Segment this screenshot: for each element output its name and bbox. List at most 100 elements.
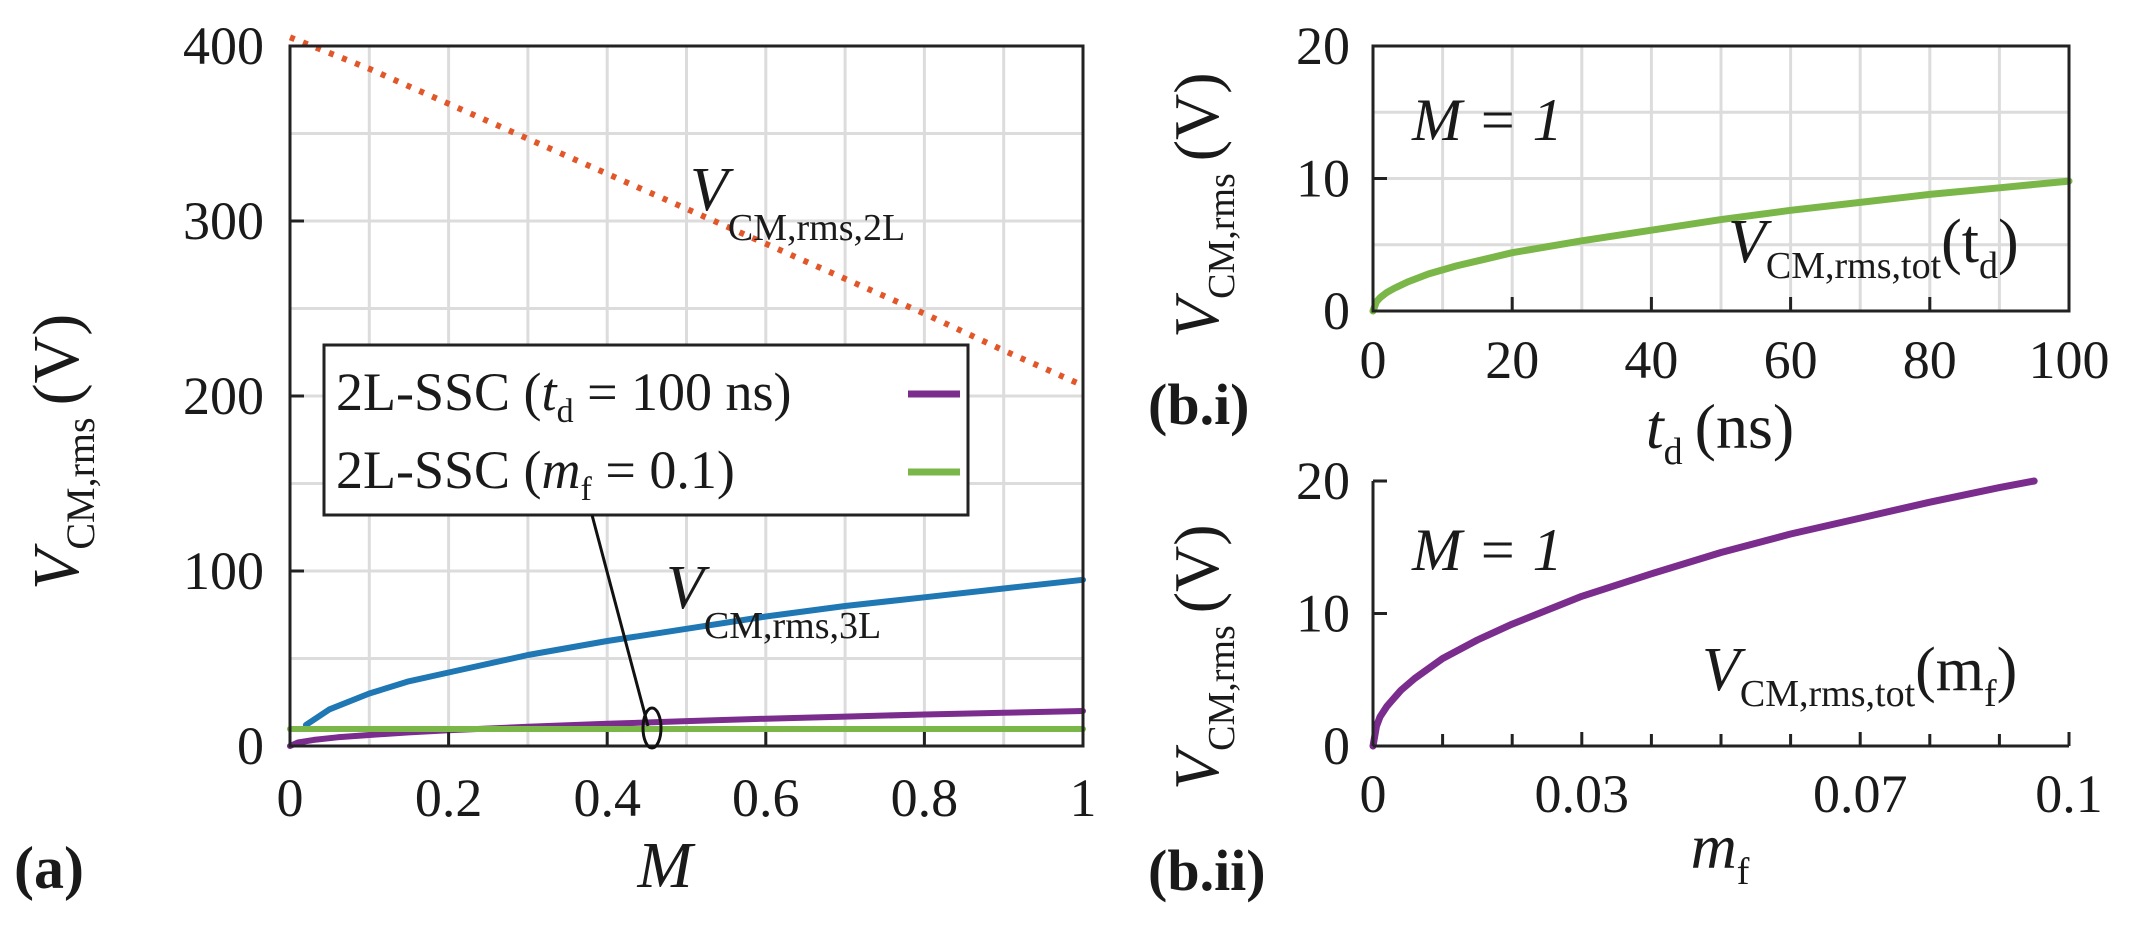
ytick-label-a-4: 400 (183, 16, 264, 76)
ytick-label-b.i-1: 10 (1296, 149, 1350, 209)
legend-a: 2L-SSC (td = 100 ns) 2L-SSC (mf = 0.1) (322, 343, 970, 750)
curve-label-b-ii-arg: m (1936, 636, 1984, 704)
xtick-label-a-3: 0.6 (732, 768, 800, 828)
curve-label-b-i-sub: CM,rms,tot (1766, 245, 1942, 287)
legend-pointer-line (590, 514, 650, 727)
xtick-label-b.ii-1: 0.03 (1535, 764, 1630, 824)
annotation-m-b-ii: M = 1 (1411, 517, 1562, 583)
annotation-2l: VCM,rms,2L (690, 156, 905, 249)
legend-1-prefix: 2L-SSC ( (336, 362, 542, 422)
xtick-label-b.i-0: 0 (1360, 330, 1387, 390)
ytick-label-a-1: 100 (183, 541, 264, 601)
curve-label-b-ii-close: ) (1997, 636, 2018, 704)
annotation-2l-sub: CM,rms,2L (728, 207, 905, 249)
ytick-label-a-2: 200 (183, 366, 264, 426)
ylabel-a-sub: CM,rms (58, 417, 103, 549)
xtick-label-b.i-3: 60 (1764, 330, 1818, 390)
xlabel-b-ii-base: m (1691, 811, 1737, 882)
series-line-b.ii-0 (1369, 477, 2038, 750)
ylabel-b-i-unit: (V) (1161, 72, 1232, 161)
ytick-label-b.ii-0: 0 (1323, 716, 1350, 776)
curve-label-b-i-arg-sub: d (1979, 245, 1998, 287)
x-ticks-b-ii: 0 0.03 0.07 0.1 (1360, 732, 2103, 824)
legend-pointer-ellipse (641, 706, 663, 750)
annotation-2l-base: V (690, 156, 734, 224)
legend-2-prefix: 2L-SSC ( (336, 440, 542, 500)
curve-label-b-ii-base: V (1702, 636, 1746, 704)
ylabel-b-ii: VCM,rms (V) (1161, 524, 1243, 790)
curve-label-b-ii: VCM,rms,tot(mf) (1702, 636, 2017, 715)
panel-label-b-i: (b.i) (1148, 372, 1250, 437)
xtick-label-b.ii-3: 0.1 (2035, 764, 2103, 824)
annotation-3l: VCM,rms,3L (666, 554, 881, 647)
xtick-label-a-1: 0.2 (415, 768, 483, 828)
xlabel-b-i: td (ns) (1646, 391, 1794, 473)
annotation-m-b-ii-text: M = 1 (1411, 517, 1562, 583)
annotation-3l-sub: CM,rms,3L (704, 605, 881, 647)
ylabel-b-ii-base: V (1161, 744, 1232, 790)
curve-label-b-ii-open: ( (1915, 636, 1936, 704)
panel-label-a: (a) (14, 835, 84, 901)
y-ticks-b-i: 0 10 20 (1296, 16, 1387, 341)
series-line-b.i-0 (1369, 177, 2073, 315)
curve-label-b-i-base: V (1728, 208, 1772, 276)
ylabel-a-base: V (20, 543, 93, 590)
y-ticks-a: 0 100 200 300 400 (183, 16, 304, 776)
xlabel-b-i-base: t (1646, 391, 1666, 462)
series-line-a-1 (302, 576, 1086, 728)
annotation-m-b-i: M = 1 (1411, 87, 1562, 153)
annotation-m-b-i-text: M = 1 (1411, 87, 1562, 153)
xtick-label-b.i-4: 80 (1903, 330, 1957, 390)
series-line-a-0 (288, 34, 1085, 389)
ylabel-a: VCM,rms (V) (20, 314, 103, 590)
curve-label-b-ii-arg-sub: f (1984, 673, 1997, 715)
ylabel-b-i-base: V (1161, 292, 1232, 338)
panel-label-b-ii: (b.ii) (1148, 838, 1266, 903)
xlabel-a: M (637, 829, 697, 902)
annotation-3l-base: V (666, 554, 710, 622)
ytick-label-b.i-2: 20 (1296, 16, 1350, 76)
series-b-i (1369, 177, 2073, 315)
xlabel-b-i-unit: (ns) (1695, 391, 1795, 462)
xtick-label-b.i-5: 100 (2029, 330, 2110, 390)
xtick-label-b.ii-2: 0.07 (1813, 764, 1908, 824)
ytick-label-b.ii-2: 20 (1296, 451, 1350, 511)
curve-label-b-i-close: ) (1998, 208, 2019, 276)
ytick-label-b.ii-1: 10 (1296, 584, 1350, 644)
x-ticks-a: 0 0.2 0.4 0.6 0.8 1 (277, 732, 1097, 828)
y-ticks-b-ii: 0 10 20 (1296, 451, 1387, 776)
xtick-label-b.i-1: 20 (1485, 330, 1539, 390)
legend-1-var: t (542, 362, 559, 422)
x-ticks-b-i: 0 20 40 60 80 100 (1360, 297, 2110, 390)
curve-label-b-i: VCM,rms,tot(td) (1728, 208, 2019, 287)
xlabel-b-ii: mf (1691, 811, 1750, 893)
series-b-ii (1369, 477, 2038, 750)
xlabel-b-ii-sub: f (1737, 851, 1750, 893)
legend-2-suffix: = 0.1) (592, 440, 735, 500)
legend-1-suffix: = 100 ns) (574, 362, 792, 422)
xtick-label-a-5: 1 (1070, 768, 1097, 828)
xlabel-b-i-sub: d (1664, 431, 1683, 473)
ylabel-a-unit: (V) (20, 314, 93, 406)
ylabel-b-i: VCM,rms (V) (1161, 72, 1243, 338)
curve-label-b-ii-sub: CM,rms,tot (1740, 673, 1916, 715)
series-a (287, 34, 1086, 749)
xtick-label-b.ii-0: 0 (1360, 764, 1387, 824)
legend-1-sub: d (557, 393, 574, 430)
ytick-label-b.i-0: 0 (1323, 281, 1350, 341)
legend-entry-1: 2L-SSC (td = 100 ns) (336, 362, 792, 430)
ytick-label-a-0: 0 (237, 716, 264, 776)
curve-label-b-i-open: ( (1941, 208, 1962, 276)
ylabel-b-ii-unit: (V) (1161, 524, 1232, 613)
xtick-label-a-4: 0.8 (891, 768, 959, 828)
minor-ticks-b-ii (1441, 734, 2001, 746)
legend-entry-2: 2L-SSC (mf = 0.1) (336, 440, 735, 508)
curve-label-b-i-arg: t (1962, 208, 1979, 276)
xtick-label-a-2: 0.4 (573, 768, 641, 828)
legend-2-var: m (542, 440, 581, 500)
legend-2-sub: f (581, 471, 593, 508)
